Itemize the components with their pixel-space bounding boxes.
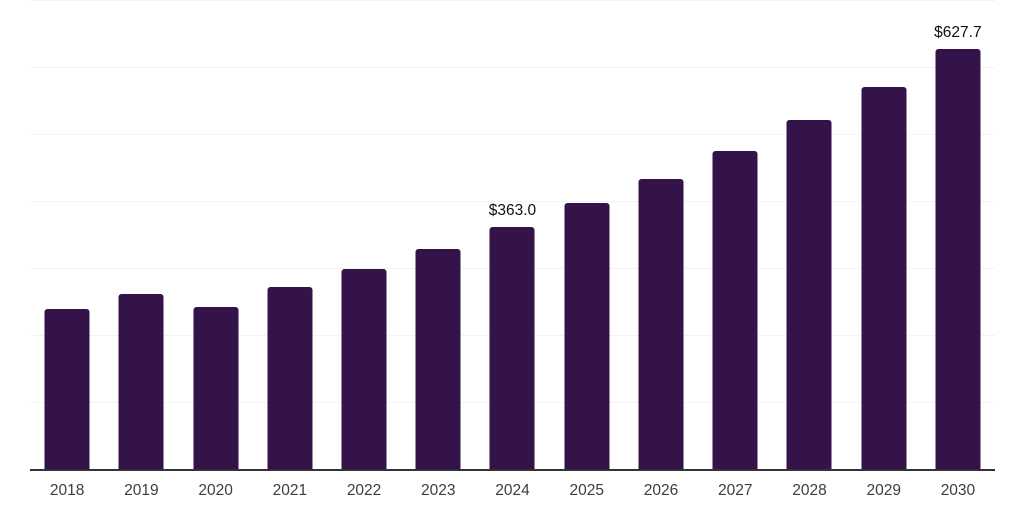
- bar-band-2020: [178, 0, 252, 470]
- bar-2022[interactable]: [341, 269, 387, 470]
- bar-band-2026: [624, 0, 698, 470]
- x-tick-2025: 2025: [569, 482, 604, 499]
- bar-2025[interactable]: [564, 203, 610, 470]
- data-label-2030: $627.7: [934, 24, 982, 42]
- bar-2028[interactable]: [786, 120, 832, 470]
- x-tick-2024: 2024: [495, 482, 530, 499]
- bar-band-2023: [401, 0, 475, 470]
- bar-band-2030: $627.7: [921, 0, 995, 470]
- x-tick-2021: 2021: [272, 482, 308, 499]
- x-tick-2022: 2022: [346, 482, 382, 499]
- x-tick-2020: 2020: [198, 482, 233, 499]
- x-tick-2029: 2029: [866, 482, 901, 499]
- bar-band-2019: [104, 0, 178, 470]
- x-axis-labels: 2018 2019 2020 2021 2022 2023 2024 2025 2026 2027…: [30, 482, 995, 500]
- bar-band-2029: [847, 0, 921, 470]
- bar-2024[interactable]: [489, 226, 535, 470]
- x-tick-2018: 2018: [49, 482, 85, 499]
- bar-2029[interactable]: [861, 86, 907, 470]
- bar-band-2022: [327, 0, 401, 470]
- gridline-500: [30, 134, 995, 135]
- bar-2019[interactable]: [118, 293, 164, 470]
- plot-area: $363.0 $627.7: [30, 0, 995, 471]
- gridline-600: [30, 67, 995, 68]
- bar-band-2027: [698, 0, 772, 470]
- bar-2023[interactable]: [415, 248, 461, 470]
- gridline-700: [30, 0, 995, 1]
- x-axis-line: [30, 469, 995, 471]
- x-tick-2019: 2019: [124, 482, 159, 499]
- bar-2020[interactable]: [193, 307, 239, 470]
- bar-band-2018: [30, 0, 104, 470]
- bar-2026[interactable]: [638, 178, 684, 470]
- bar-2018[interactable]: [44, 309, 90, 470]
- x-tick-2023: 2023: [421, 482, 456, 499]
- x-tick-2026: 2026: [643, 482, 679, 499]
- x-tick-2030: 2030: [940, 482, 976, 499]
- bar-2030[interactable]: [935, 49, 981, 470]
- bar-band-2028: [772, 0, 846, 470]
- x-tick-2027: 2027: [717, 482, 753, 499]
- x-tick-2028: 2028: [792, 482, 827, 499]
- bar-2027[interactable]: [712, 151, 758, 470]
- bar-band-2024: $363.0: [475, 0, 549, 470]
- bar-2021[interactable]: [267, 287, 313, 470]
- bar-band-2025: [550, 0, 624, 470]
- gridline-400: [30, 201, 995, 202]
- bar-band-2021: [253, 0, 327, 470]
- data-label-2024: $363.0: [488, 201, 537, 219]
